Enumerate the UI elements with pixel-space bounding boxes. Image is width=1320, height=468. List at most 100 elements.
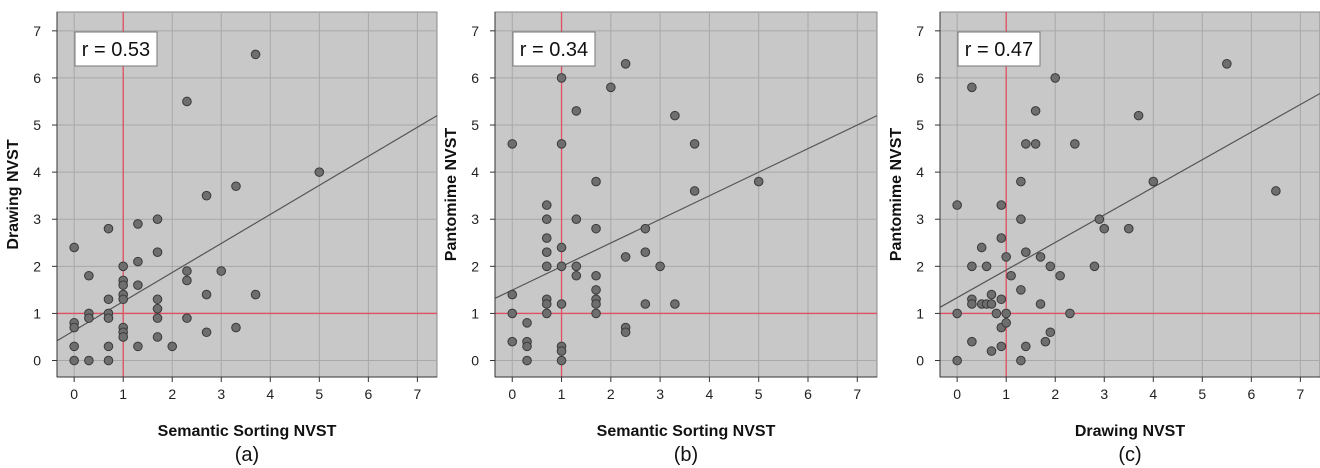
chart-panel-2: 0 1 2 3 4 5 6 7 0 1 2 3 4 5 6 7 r = 0.34 Semantic Sorting… xyxy=(443,11,878,466)
data-point xyxy=(571,270,582,281)
data-point xyxy=(182,313,192,323)
x-tick-label: 7 xyxy=(413,386,421,402)
data-point xyxy=(1123,223,1134,234)
data-point xyxy=(556,261,567,272)
data-point xyxy=(640,223,651,234)
x-tick-label: 1 xyxy=(558,386,566,402)
data-point xyxy=(1021,139,1031,149)
y-tick-label: 5 xyxy=(33,117,41,133)
x-tick-label: 2 xyxy=(1051,386,1059,402)
data-point xyxy=(591,308,601,319)
panel-caption: (b) xyxy=(674,444,698,466)
plot-area xyxy=(56,11,438,378)
data-point xyxy=(591,223,601,234)
data-point xyxy=(103,313,114,323)
data-point xyxy=(167,341,178,352)
panel-caption: (a) xyxy=(235,444,259,466)
y-tick-label: 4 xyxy=(471,164,479,180)
data-point xyxy=(591,270,601,281)
y-tick-label: 2 xyxy=(916,258,924,274)
data-point xyxy=(84,313,94,323)
y-tick-label: 0 xyxy=(916,353,924,369)
data-point xyxy=(1021,247,1031,257)
data-point xyxy=(231,322,241,333)
data-point xyxy=(118,294,128,305)
data-point xyxy=(541,200,552,210)
data-point xyxy=(152,214,163,225)
data-point xyxy=(1089,261,1100,272)
data-point xyxy=(541,247,552,257)
y-tick-label: 4 xyxy=(916,164,924,180)
data-point xyxy=(250,49,261,60)
data-point xyxy=(1035,252,1046,262)
x-tick-label: 4 xyxy=(706,386,714,402)
data-point xyxy=(541,308,552,319)
data-point xyxy=(1016,214,1026,225)
data-point xyxy=(556,139,567,149)
data-point xyxy=(1222,59,1232,69)
y-tick-label: 1 xyxy=(916,305,924,321)
y-tick-label: 7 xyxy=(33,23,41,39)
x-tick-label: 3 xyxy=(656,386,664,402)
data-point xyxy=(981,261,992,272)
y-tick-label: 2 xyxy=(33,258,41,274)
data-point xyxy=(996,294,1007,305)
y-tick-label: 3 xyxy=(33,211,41,227)
data-point xyxy=(133,280,143,290)
data-point xyxy=(103,294,114,305)
data-point xyxy=(522,318,532,328)
data-point xyxy=(84,355,94,366)
data-point xyxy=(182,266,192,276)
correlation-box xyxy=(512,31,596,67)
data-point xyxy=(133,219,143,229)
data-point xyxy=(556,355,567,366)
data-point xyxy=(152,247,163,257)
data-point xyxy=(69,242,79,253)
data-point xyxy=(133,341,143,352)
data-point xyxy=(591,299,601,309)
data-point xyxy=(967,299,977,309)
y-tick-label: 7 xyxy=(471,23,479,39)
chart-panel-3: 0 1 2 3 4 5 6 7 0 1 2 3 4 5 6 7 r = 0.47 Drawing NVST Pant… xyxy=(888,11,1320,466)
data-point xyxy=(507,289,518,300)
data-point xyxy=(541,261,552,272)
y-tick-label: 0 xyxy=(471,353,479,369)
data-point xyxy=(1045,327,1056,338)
data-point xyxy=(640,299,651,309)
plot-area xyxy=(939,11,1320,378)
data-point xyxy=(1001,318,1011,328)
data-point xyxy=(689,139,700,149)
data-point xyxy=(1016,285,1026,295)
x-tick-label: 1 xyxy=(1002,386,1010,402)
data-point xyxy=(522,355,532,366)
data-point xyxy=(152,332,163,342)
data-point xyxy=(103,341,114,352)
data-point xyxy=(1016,355,1026,366)
y-tick-label: 2 xyxy=(471,258,479,274)
x-tick-label: 0 xyxy=(953,386,961,402)
x-tick-label: 5 xyxy=(755,386,763,402)
y-tick-label: 7 xyxy=(916,23,924,39)
data-point xyxy=(69,355,79,366)
data-point xyxy=(182,96,192,107)
correlation-label: r = 0.47 xyxy=(965,39,1033,61)
data-point xyxy=(69,341,79,352)
data-point xyxy=(991,308,1002,319)
data-point xyxy=(1001,308,1011,319)
data-point xyxy=(1050,73,1061,83)
fit-line xyxy=(939,92,1320,308)
data-point xyxy=(250,289,261,300)
data-point xyxy=(507,139,518,149)
x-tick-label: 6 xyxy=(1247,386,1255,402)
data-point xyxy=(1035,299,1046,309)
data-point xyxy=(986,299,997,309)
x-axis-title: Drawing NVST xyxy=(1075,423,1185,440)
data-point xyxy=(996,233,1007,243)
data-point xyxy=(967,261,977,272)
correlation-label: r = 0.34 xyxy=(520,39,588,61)
data-point xyxy=(541,299,552,309)
x-tick-label: 7 xyxy=(1296,386,1304,402)
x-tick-label: 3 xyxy=(1100,386,1108,402)
data-point xyxy=(571,106,582,116)
